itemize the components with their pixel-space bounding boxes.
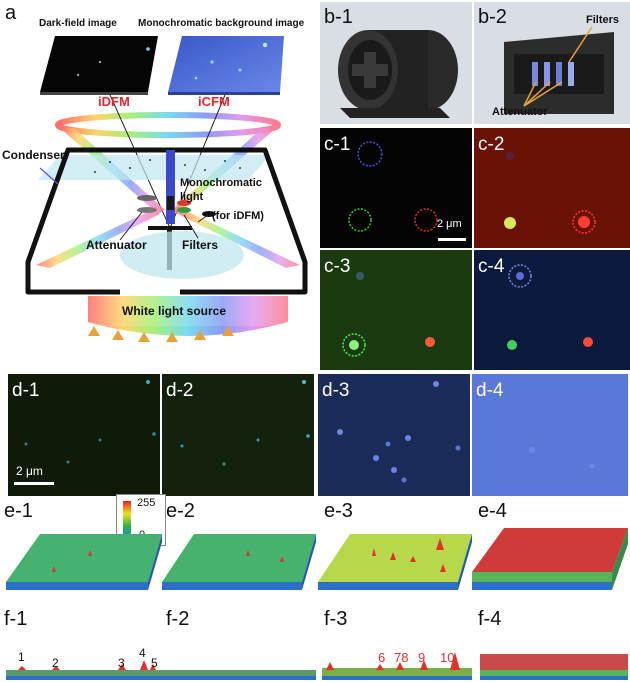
dark-field-label: Dark-field image xyxy=(39,18,117,29)
d2-label: d-2 xyxy=(166,380,194,401)
colorbar-max: 255 xyxy=(137,497,156,509)
e-surfaces xyxy=(6,528,628,590)
for-idfm-label: (for iDFM) xyxy=(212,210,264,222)
panel-d3: d-3 xyxy=(318,374,470,496)
e4-label: e-4 xyxy=(478,500,507,522)
c1-scale: 2 μm xyxy=(437,218,462,230)
b2-attenuator-label: Attenuator xyxy=(492,106,548,118)
panel-d2: d-2 xyxy=(162,374,314,496)
filter-cloud xyxy=(120,231,244,279)
panel-c4: c-4 xyxy=(474,250,630,370)
peak-78: 78 xyxy=(394,650,409,665)
peak-1: 1 xyxy=(18,650,25,664)
top-ring xyxy=(55,112,281,138)
b1-render xyxy=(338,30,458,118)
idfm-label: iDFM xyxy=(98,94,130,109)
c3-label: c-3 xyxy=(324,256,351,277)
f1-label: f-1 xyxy=(4,608,28,630)
panel-d4: d-4 xyxy=(472,374,628,496)
e1-label: e-1 xyxy=(4,500,33,522)
c1-label: c-1 xyxy=(324,134,351,155)
c4-label: c-4 xyxy=(478,256,505,277)
condenser-label: Condenser xyxy=(2,148,65,162)
panel-a: a Dark-field image Monochromatic backgro… xyxy=(0,0,318,370)
d4-label: d-4 xyxy=(476,380,504,401)
peak-3: 3 xyxy=(118,656,125,670)
panel-c2: c-2 xyxy=(474,128,630,248)
f3-label: f-3 xyxy=(324,608,348,630)
b2-render xyxy=(504,26,614,114)
dark-field-plate xyxy=(40,36,158,92)
monochromatic-light-label: Monochromatic light xyxy=(180,177,262,203)
peak-10: 10 xyxy=(440,650,455,665)
mono-bg-label: Monochromatic background image xyxy=(138,18,305,29)
d1-scale: 2 μm xyxy=(16,464,43,478)
c2-label: c-2 xyxy=(478,134,505,155)
peak-4: 4 xyxy=(139,646,146,660)
f-profiles xyxy=(6,652,628,680)
attenuator-label: Attenuator xyxy=(86,238,147,252)
schematic-diagram xyxy=(25,36,308,368)
panel-a-label: a xyxy=(5,2,17,24)
filters-label: Filters xyxy=(182,238,219,252)
surface-e4 xyxy=(472,528,628,590)
b1-label: b-1 xyxy=(324,6,353,28)
panel-b2: b-2 Filters Attenuator xyxy=(474,2,630,124)
light-arrows xyxy=(88,326,234,368)
white-light-label: White light source xyxy=(122,304,227,318)
peak-6: 6 xyxy=(378,650,386,665)
peak-9: 9 xyxy=(418,650,426,665)
icfm-label: iCFM xyxy=(198,94,230,109)
panel-d1: d-1 2 μm xyxy=(8,374,160,496)
b2-label: b-2 xyxy=(478,6,507,28)
surface-e3 xyxy=(318,534,472,590)
d1-label: d-1 xyxy=(12,380,40,401)
panel-c1: c-1 2 μm xyxy=(320,128,472,248)
condenser-slab xyxy=(38,155,270,180)
b2-filters-label: Filters xyxy=(586,14,620,26)
peak-2: 2 xyxy=(52,656,59,670)
surface-e1 xyxy=(6,534,162,590)
d3-label: d-3 xyxy=(322,380,350,401)
housing xyxy=(25,147,308,295)
e2-label: e-2 xyxy=(166,500,195,522)
f2-label: f-2 xyxy=(166,608,190,630)
white-light-source xyxy=(88,296,288,336)
e3-label: e-3 xyxy=(324,500,353,522)
peak-5: 5 xyxy=(151,656,158,670)
f4-label: f-4 xyxy=(478,608,502,630)
panel-b1: b-1 xyxy=(320,2,472,124)
panel-c3: c-3 xyxy=(320,250,472,370)
surface-e2 xyxy=(162,534,316,590)
